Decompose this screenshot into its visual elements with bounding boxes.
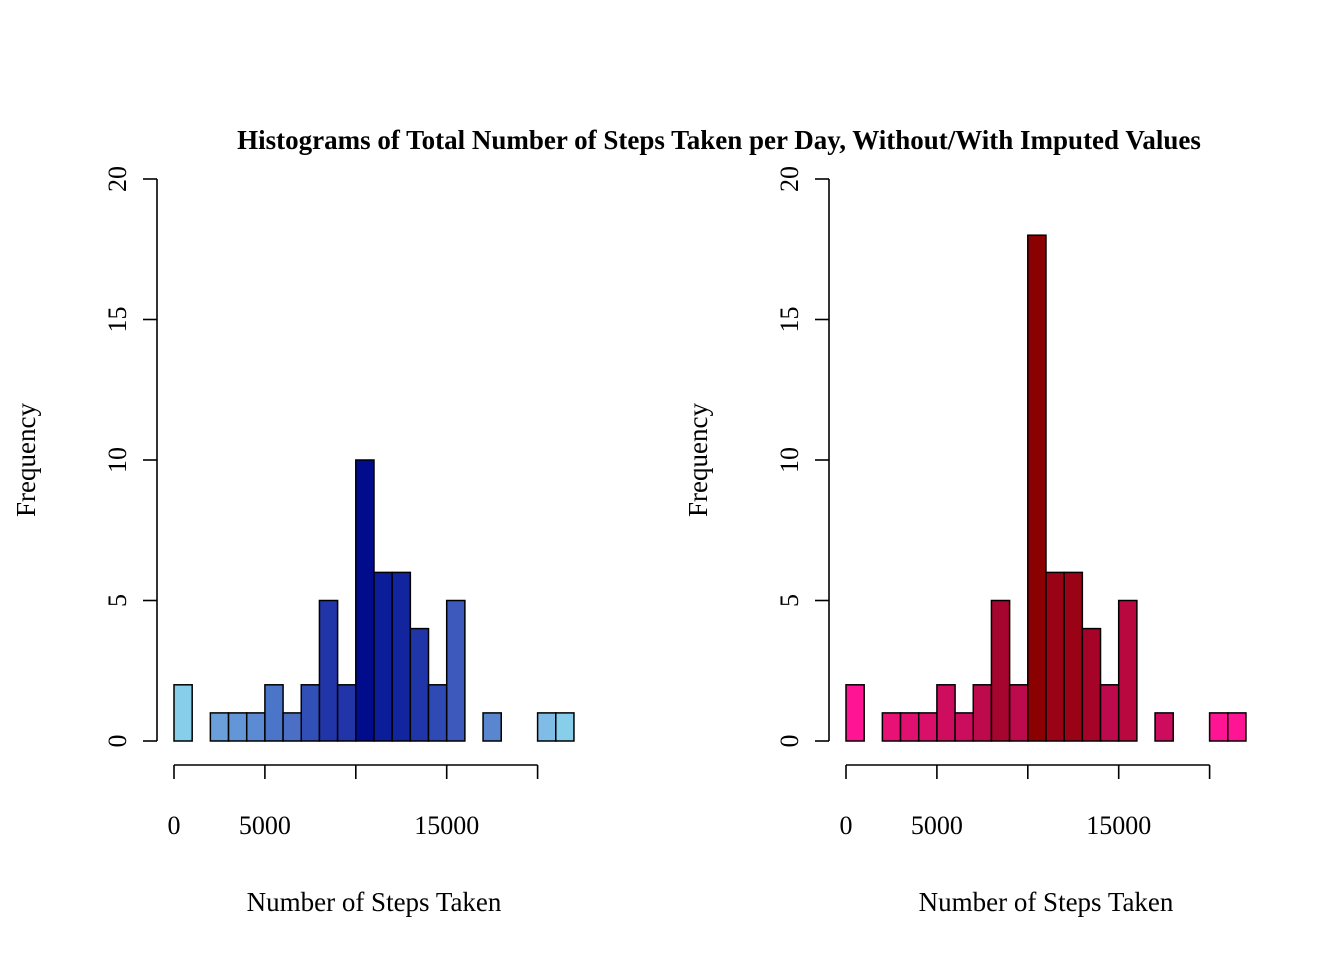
left-histogram-bar (245, 712, 266, 742)
right-x-tick-label: 0 (840, 811, 853, 840)
right-histogram-bar (1227, 712, 1247, 742)
right-x-axis-label: Number of Steps Taken (919, 887, 1174, 917)
right-x-tick-label: 15000 (1086, 811, 1151, 840)
right-y-tick-label: 5 (775, 594, 804, 607)
left-histogram-bar (282, 712, 303, 742)
left-histogram-bar (555, 712, 575, 742)
right-histogram-bar (1154, 712, 1174, 742)
right-histogram-bar (917, 712, 938, 742)
right-histogram-bar (1045, 571, 1065, 742)
left-x-tick-label: 15000 (414, 811, 479, 840)
left-y-tick-label: 0 (103, 735, 132, 748)
left-histogram-bar (173, 684, 193, 742)
left-histogram-bar (373, 571, 393, 742)
figure-title: Histograms of Total Number of Steps Take… (237, 125, 1201, 155)
right-histogram-bar (1063, 571, 1084, 742)
right-histogram-bar (1027, 234, 1047, 742)
right-histogram-bar (1117, 599, 1138, 742)
left-histogram-bar (391, 571, 412, 742)
right-histogram-panel: 0 5 10 15 20 0 5000 15000 Number of Steps Taken F… (683, 166, 1247, 917)
left-histogram-bar (336, 684, 357, 742)
right-histogram-bar (1208, 712, 1229, 742)
right-histogram-bar (954, 712, 975, 742)
left-histogram-bar (536, 712, 557, 742)
right-histogram-bar (936, 684, 956, 742)
left-y-tick-label: 20 (103, 166, 132, 192)
left-histogram-bar (427, 684, 448, 742)
left-histogram-bar (482, 712, 502, 742)
left-y-tick-label: 5 (103, 594, 132, 607)
right-histogram-bar (881, 712, 902, 742)
right-y-axis-label: Frequency (683, 403, 713, 517)
right-histogram-bar (899, 712, 920, 742)
left-histogram-bar (264, 684, 284, 742)
left-histogram-bar (318, 599, 339, 742)
left-histogram-bar (209, 712, 230, 742)
left-y-axis-label: Frequency (11, 403, 41, 517)
left-x-tick-label: 0 (168, 811, 181, 840)
left-histogram-panel: 0 5 10 15 20 0 5000 15000 Number of Steps Taken F… (11, 166, 575, 917)
right-histogram-bar (972, 684, 993, 742)
left-y-tick-label: 15 (103, 307, 132, 333)
left-histogram-bar (227, 712, 248, 742)
right-x-tick-label: 5000 (911, 811, 963, 840)
left-histogram-bar (300, 684, 321, 742)
left-histogram-bar (409, 627, 430, 742)
right-y-tick-label: 15 (775, 307, 804, 333)
right-histogram-bar (990, 599, 1011, 742)
right-histogram-bar (845, 684, 865, 742)
left-x-tick-label: 5000 (239, 811, 291, 840)
left-histogram-bar (445, 599, 466, 742)
right-histogram-bar (1008, 684, 1029, 742)
left-x-axis-label: Number of Steps Taken (247, 887, 502, 917)
right-y-tick-label: 10 (775, 447, 804, 473)
left-histogram-bar (355, 459, 375, 742)
right-y-tick-label: 0 (775, 735, 804, 748)
right-y-tick-label: 20 (775, 166, 804, 192)
right-histogram-bar (1081, 627, 1102, 742)
left-y-tick-label: 10 (103, 447, 132, 473)
right-histogram-bar (1099, 684, 1120, 742)
